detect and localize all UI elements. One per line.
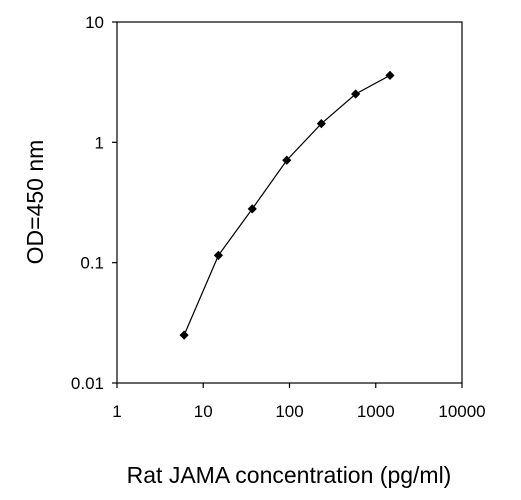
data-point xyxy=(351,89,361,99)
x-axis-title: Rat JAMA concentration (pg/ml) xyxy=(127,462,452,488)
x-tick-label: 1000 xyxy=(357,402,395,421)
y-tick-label: 0.01 xyxy=(71,374,104,393)
data-point xyxy=(316,119,326,129)
x-axis-ticks: 1 10 100 1000 10000 xyxy=(112,383,486,421)
plot-frame xyxy=(116,21,463,384)
data-point xyxy=(213,250,224,260)
y-axis-title: OD=450 nm xyxy=(22,140,48,265)
y-tick-label: 10 xyxy=(85,13,104,32)
x-tick-label: 10000 xyxy=(438,402,485,421)
data-point xyxy=(179,330,189,340)
x-tick-label: 100 xyxy=(275,402,303,421)
data-point xyxy=(247,204,257,214)
y-tick-label: 0.1 xyxy=(80,254,104,273)
data-point xyxy=(282,155,292,165)
x-tick-label: 1 xyxy=(112,402,121,421)
series-line xyxy=(183,74,391,336)
y-tick-label: 1 xyxy=(95,133,104,152)
y-axis-ticks: 0.01 0.1 1 10 xyxy=(71,13,117,393)
series-layer xyxy=(179,70,395,340)
x-tick-label: 10 xyxy=(194,402,213,421)
data-point xyxy=(385,70,395,80)
